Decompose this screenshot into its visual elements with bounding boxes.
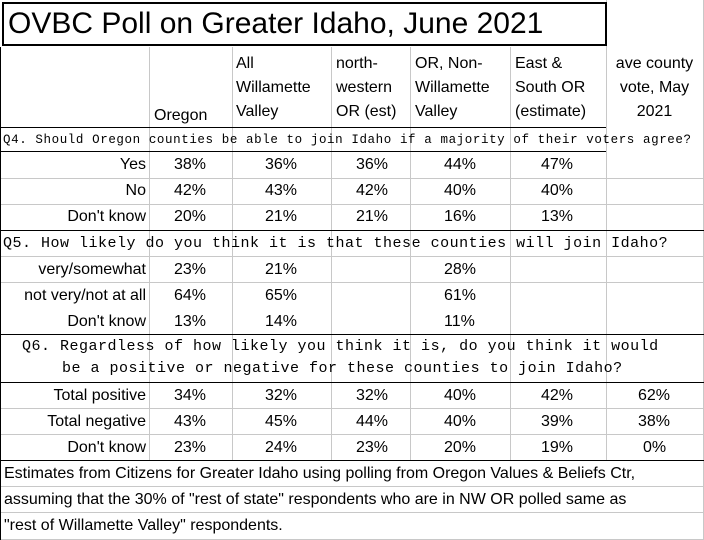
table-cell: 62% xyxy=(638,387,671,404)
table-cell: 40% xyxy=(444,387,477,404)
table-cell: 0% xyxy=(643,439,667,456)
row-label: Yes xyxy=(119,156,146,173)
table-cell: 42% xyxy=(174,182,207,199)
table-cell: 11% xyxy=(444,313,475,330)
table-cell: 44% xyxy=(444,156,477,173)
question-q5: Q5. How likely do you think it is that t… xyxy=(3,235,669,252)
table-cell: 40% xyxy=(444,413,477,430)
table-cell: 44% xyxy=(356,413,389,430)
table-cell: 38% xyxy=(174,156,207,173)
table-cell: 39% xyxy=(541,413,574,430)
table-cell: 45% xyxy=(265,413,298,430)
column-header-oregon: Oregon xyxy=(154,107,208,124)
row-label: Don't know xyxy=(67,439,146,456)
table-cell: 23% xyxy=(356,439,389,456)
table-cell: 38% xyxy=(638,413,671,430)
table-cell: 20% xyxy=(174,208,207,225)
table-cell: 34% xyxy=(174,387,207,404)
table-cell: 19% xyxy=(541,439,574,456)
row-label: Don't know xyxy=(67,208,146,225)
table-cell: 65% xyxy=(265,287,298,304)
table-cell: 21% xyxy=(356,208,389,225)
row-label: not very/not at all xyxy=(24,287,146,304)
question-q6-line1: Q6. Regardless of how likely you think i… xyxy=(22,338,659,355)
table-cell: 47% xyxy=(541,156,574,173)
table-cell: 32% xyxy=(356,387,389,404)
table-cell: 64% xyxy=(174,287,207,304)
row-label: Don't know xyxy=(67,313,146,330)
row-label: Total positive xyxy=(53,387,147,404)
table-cell: 40% xyxy=(541,182,574,199)
table-cell: 42% xyxy=(541,387,574,404)
table-cell: 14% xyxy=(265,313,298,330)
table-cell: 32% xyxy=(265,387,298,404)
page-title: OVBC Poll on Greater Idaho, June 2021 xyxy=(2,2,607,46)
table-cell: 36% xyxy=(356,156,389,173)
table-cell: 23% xyxy=(174,261,207,278)
column-header-northwestern: north- western OR (est) xyxy=(336,55,397,120)
table-cell: 43% xyxy=(265,182,298,199)
table-cell: 21% xyxy=(265,208,298,225)
table-cell: 42% xyxy=(356,182,389,199)
question-q6-line2: be a positive or negative for these coun… xyxy=(62,360,623,377)
table-cell: 23% xyxy=(174,439,207,456)
column-header-willamette: All Willamette Valley xyxy=(236,55,311,120)
table-cell: 61% xyxy=(444,287,477,304)
question-q4: Q4. Should Oregon counties be able to jo… xyxy=(3,133,692,147)
footnote-line: "rest of Willamette Valley" respondents. xyxy=(4,517,283,534)
table-cell: 16% xyxy=(444,208,477,225)
table-cell: 43% xyxy=(174,413,207,430)
footnote-line: assuming that the 30% of "rest of state"… xyxy=(4,491,627,508)
column-header-non-willamette: OR, Non- Willamette Valley xyxy=(415,55,490,120)
table-cell: 20% xyxy=(444,439,477,456)
row-label: Total negative xyxy=(47,413,146,430)
table-cell: 21% xyxy=(265,261,298,278)
table-cell: 13% xyxy=(541,208,574,225)
table-cell: 28% xyxy=(444,261,477,278)
table-cell: 36% xyxy=(265,156,298,173)
column-header-east-south: East & South OR (estimate) xyxy=(515,55,587,120)
footnote-line: Estimates from Citizens for Greater Idah… xyxy=(4,465,636,482)
table-cell: 40% xyxy=(444,182,477,199)
column-header-county-vote: ave county vote, May 2021 xyxy=(615,55,694,120)
row-label: No xyxy=(125,182,146,199)
row-label: very/somewhat xyxy=(38,261,146,278)
table-cell: 24% xyxy=(265,439,298,456)
table-cell: 13% xyxy=(174,313,207,330)
